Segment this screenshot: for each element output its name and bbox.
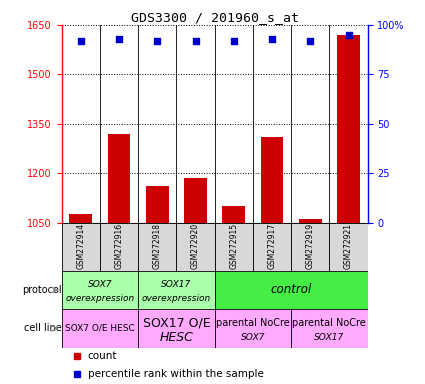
Point: [116, 36, 122, 42]
Text: HESC: HESC: [159, 331, 193, 344]
Text: count: count: [88, 351, 117, 361]
Bar: [222, 206, 245, 384]
Text: SOX17: SOX17: [161, 280, 192, 289]
Bar: [215, 309, 291, 348]
Text: SOX7: SOX7: [88, 280, 112, 289]
Bar: [62, 309, 138, 348]
Bar: [62, 223, 100, 271]
Bar: [215, 223, 253, 271]
Bar: [291, 223, 329, 271]
Text: GSM272915: GSM272915: [229, 223, 238, 269]
Bar: [108, 134, 130, 384]
Text: parental NoCre: parental NoCre: [292, 318, 366, 328]
Point: [230, 38, 237, 44]
Text: overexpression: overexpression: [142, 294, 211, 303]
Bar: [337, 35, 360, 384]
Text: overexpression: overexpression: [65, 294, 134, 303]
Text: GSM272916: GSM272916: [114, 223, 124, 269]
Point: [192, 38, 199, 44]
Bar: [176, 223, 215, 271]
Text: SOX7: SOX7: [241, 333, 265, 343]
Text: GSM272920: GSM272920: [191, 223, 200, 269]
Bar: [299, 219, 322, 384]
Bar: [253, 223, 291, 271]
Text: SOX17 O/E: SOX17 O/E: [142, 316, 210, 329]
Point: [307, 38, 314, 44]
Title: GDS3300 / 201960_s_at: GDS3300 / 201960_s_at: [130, 11, 299, 24]
Text: SOX7 O/E HESC: SOX7 O/E HESC: [65, 324, 135, 333]
Bar: [146, 187, 169, 384]
Bar: [62, 271, 138, 309]
Point: [345, 32, 352, 38]
Text: parental NoCre: parental NoCre: [216, 318, 290, 328]
Bar: [329, 223, 368, 271]
Bar: [261, 137, 283, 384]
Bar: [138, 271, 215, 309]
Bar: [138, 309, 215, 348]
Bar: [69, 215, 92, 384]
Text: protocol: protocol: [22, 285, 62, 295]
Bar: [215, 271, 368, 309]
Bar: [291, 309, 368, 348]
Point: [269, 36, 275, 42]
Text: GSM272918: GSM272918: [153, 223, 162, 269]
Point: [154, 38, 161, 44]
Bar: [138, 223, 176, 271]
Text: GSM272914: GSM272914: [76, 223, 85, 269]
Bar: [184, 178, 207, 384]
Text: control: control: [270, 283, 312, 296]
Text: GSM272917: GSM272917: [267, 223, 277, 269]
Text: GSM272919: GSM272919: [306, 223, 315, 269]
Text: percentile rank within the sample: percentile rank within the sample: [88, 369, 264, 379]
Text: SOX17: SOX17: [314, 333, 345, 343]
Text: GSM272921: GSM272921: [344, 223, 353, 269]
Point: [77, 38, 84, 44]
Bar: [100, 223, 138, 271]
Text: cell line: cell line: [24, 323, 62, 333]
